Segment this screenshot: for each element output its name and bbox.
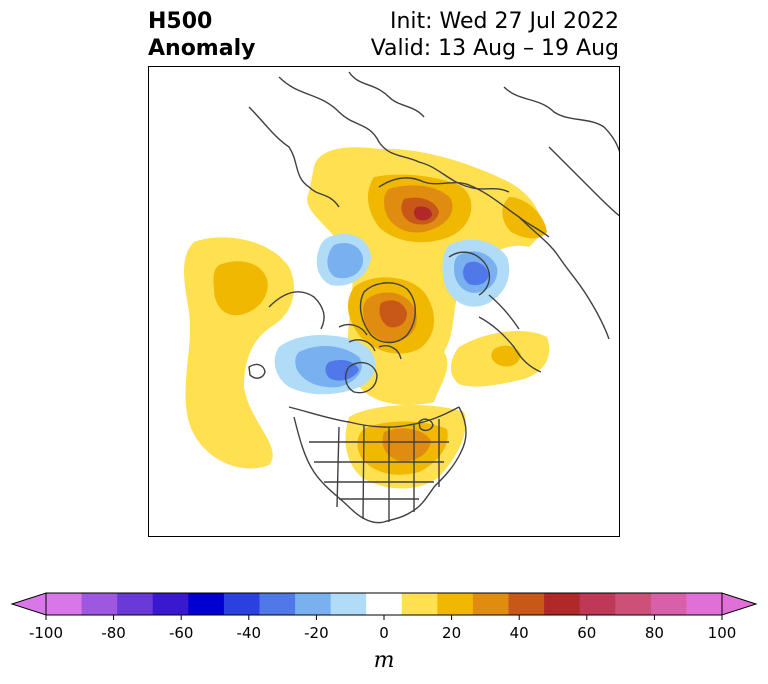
colorbar-cell bbox=[188, 593, 225, 615]
map-title: H500 Anomaly bbox=[148, 8, 255, 62]
positive-anomaly-50 bbox=[413, 206, 432, 221]
colorbar-extend-high bbox=[721, 592, 758, 616]
colorbar-cell bbox=[295, 593, 332, 615]
init-date: Init: Wed 27 Jul 2022 bbox=[389, 9, 619, 34]
colorbar-cell bbox=[650, 593, 687, 615]
colorbar-tick-label: 80 bbox=[644, 624, 664, 642]
colorbar-cell bbox=[366, 593, 403, 615]
colorbar-cell bbox=[544, 593, 581, 615]
colorbar-cell bbox=[437, 593, 474, 615]
colorbar-cell bbox=[686, 593, 723, 615]
map-dates: Init: Wed 27 Jul 2022 Valid: 13 Aug – 19… bbox=[371, 8, 619, 62]
colorbar-cell bbox=[579, 593, 616, 615]
colorbar-tick-label: 100 bbox=[707, 624, 737, 642]
colorbar-tick-label: 20 bbox=[442, 624, 462, 642]
title-variable: H500 bbox=[148, 9, 213, 34]
colorbar-cell bbox=[508, 593, 545, 615]
coastlines bbox=[248, 71, 619, 524]
colorbar-cell bbox=[117, 593, 154, 615]
colorbar-cell bbox=[472, 593, 510, 615]
colorbar-tick-label: 0 bbox=[379, 624, 389, 642]
colorbar-tick-label: 60 bbox=[577, 624, 597, 642]
colorbar-cell bbox=[615, 593, 652, 615]
colorbar-tick-label: -100 bbox=[28, 624, 64, 642]
colorbar-cell bbox=[81, 593, 118, 615]
colorbar-tick-label: -20 bbox=[304, 624, 329, 642]
colorbar-tick-label: 40 bbox=[509, 624, 529, 642]
title-field: Anomaly bbox=[148, 36, 256, 61]
colorbar-cell bbox=[152, 593, 189, 615]
anomaly-map bbox=[148, 66, 620, 537]
colorbar-cell bbox=[259, 593, 296, 615]
colorbar-units: m bbox=[373, 648, 395, 673]
colorbar-cell bbox=[330, 593, 367, 615]
colorbar-tick-label: -60 bbox=[168, 624, 194, 642]
colorbar-tick-label: -40 bbox=[236, 624, 262, 642]
colorbar-extend-low bbox=[10, 592, 47, 616]
colorbar bbox=[10, 592, 758, 620]
valid-range: Valid: 13 Aug – 19 Aug bbox=[370, 36, 619, 61]
colorbar-tick-label: -80 bbox=[101, 624, 126, 642]
colorbar-cell bbox=[223, 593, 260, 615]
colorbar-cell bbox=[401, 593, 438, 615]
colorbar-cell bbox=[46, 593, 83, 615]
